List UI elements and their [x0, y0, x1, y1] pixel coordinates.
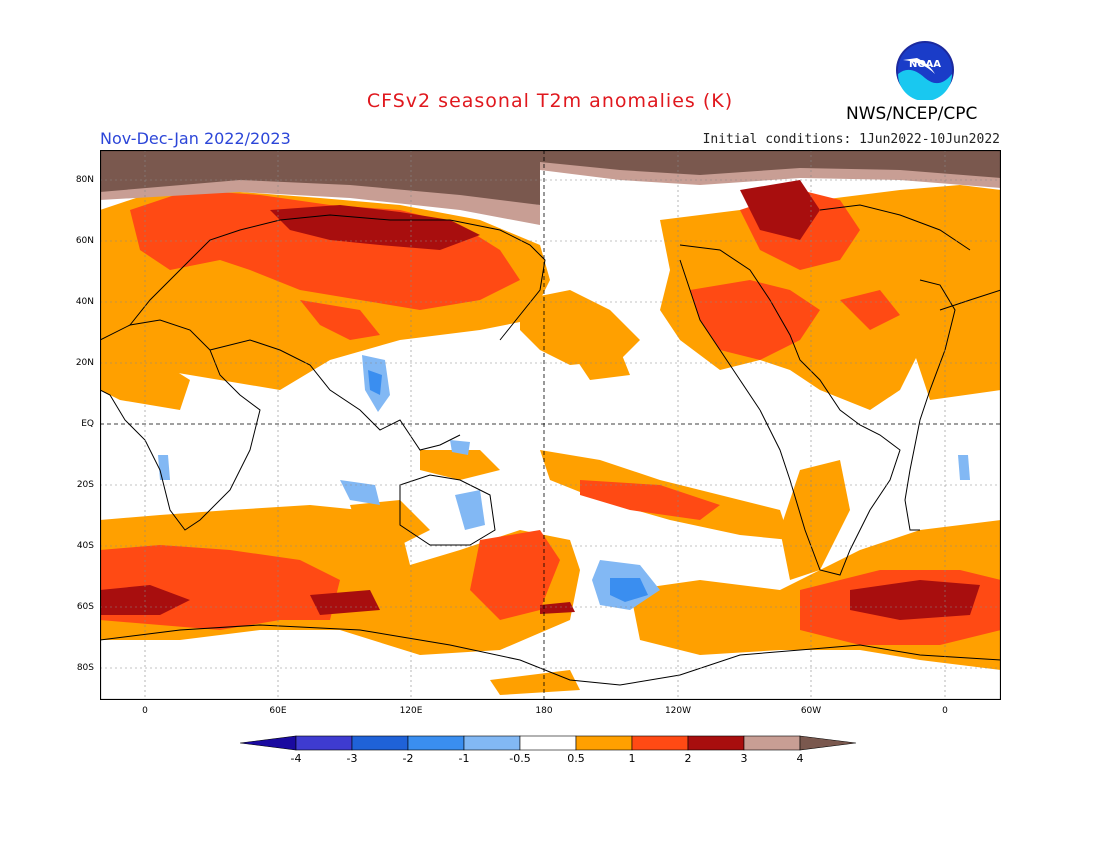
lon-label-60w: 60W [800, 706, 822, 716]
colorbar-cell-5 [519, 735, 577, 751]
colorbar-label: -1 [458, 752, 470, 765]
lat-label-80s: 80S [76, 663, 94, 673]
lon-label-60e: 60E [269, 706, 287, 716]
logo-text: NOAA [909, 59, 941, 70]
lat-label-20s: 20S [76, 480, 94, 490]
lon-label-120e: 120E [399, 706, 423, 716]
colorbar-label: 4 [796, 752, 804, 765]
gridlines [100, 150, 1001, 700]
lon-label-120w: 120W [664, 706, 692, 716]
lat-label-20n: 20N [75, 358, 94, 368]
lon-label-180: 180 [535, 706, 553, 716]
colorbar-cell-0 [240, 735, 297, 751]
lat-label-40n: 40N [75, 297, 94, 307]
season-label: Nov-Dec-Jan 2022/2023 [100, 129, 291, 148]
lat-label-eq: EQ [81, 419, 94, 429]
colorbar-label: -2 [402, 752, 414, 765]
colorbar-label: 0.5 [567, 752, 585, 765]
coastlines [100, 204, 1001, 686]
lon-label-0-east: 0 [942, 706, 948, 716]
colorbar-label: 1 [628, 752, 636, 765]
lat-label-60n: 60N [75, 236, 94, 246]
lat-label-40s: 40S [76, 541, 94, 551]
noaa-logo: NOAA [896, 41, 954, 100]
colorbar-label: 2 [684, 752, 692, 765]
colorbar-cell-9 [743, 735, 801, 751]
colorbar-cell-8 [687, 735, 745, 751]
colorbar-cell-4 [463, 735, 521, 751]
lat-label-80n: 80N [75, 175, 94, 185]
warm-anomaly-layer-brown [100, 150, 1001, 205]
colorbar-label: 3 [740, 752, 748, 765]
cool-anomaly-layer-dark [368, 370, 648, 602]
colorbar-cell-10 [799, 735, 857, 751]
colorbar [240, 735, 857, 751]
colorbar-label: -3 [346, 752, 358, 765]
lon-label-0-west: 0 [142, 706, 148, 716]
initial-conditions-label: Initial conditions: 1Jun2022-10Jun2022 [702, 132, 1000, 147]
lat-label-60s: 60S [76, 602, 94, 612]
colorbar-label: -4 [290, 752, 302, 765]
colorbar-cell-1 [295, 735, 353, 751]
chart-title: CFSv2 seasonal T2m anomalies (K) [366, 90, 734, 112]
anomaly-map [100, 150, 1001, 700]
colorbar-cell-6 [575, 735, 633, 751]
reference-lines [100, 150, 1001, 700]
colorbar-cell-2 [351, 735, 409, 751]
colorbar-cell-7 [631, 735, 689, 751]
colorbar-cell-3 [407, 735, 465, 751]
colorbar-label: -0.5 [509, 752, 531, 765]
agency-label: NWS/NCEP/CPC [846, 104, 978, 124]
